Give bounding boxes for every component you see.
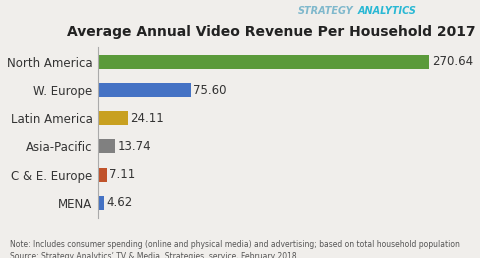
Bar (98, 139, 115, 154)
Text: 24.11: 24.11 (130, 112, 164, 125)
Text: 4.62: 4.62 (106, 196, 132, 209)
Text: ANALYTICS: ANALYTICS (358, 6, 417, 17)
Text: 7.11: 7.11 (109, 168, 135, 181)
Bar (98, 55, 429, 69)
Bar (98, 167, 107, 182)
Text: Note: Includes consumer spending (online and physical media) and advertising; ba: Note: Includes consumer spending (online… (10, 240, 459, 249)
Title: Average Annual Video Revenue Per Household 2017 ($): Average Annual Video Revenue Per Househo… (67, 25, 480, 39)
Text: 75.60: 75.60 (193, 84, 227, 96)
Text: STRATEGY: STRATEGY (298, 6, 353, 17)
Text: 270.64: 270.64 (432, 55, 473, 68)
Bar (98, 83, 191, 97)
Bar (98, 111, 128, 125)
Bar (98, 196, 104, 210)
Text: Source: Strategy Analytics’ TV & Media  Strategies  service, February 2018: Source: Strategy Analytics’ TV & Media S… (10, 252, 296, 258)
Text: 13.74: 13.74 (118, 140, 151, 153)
